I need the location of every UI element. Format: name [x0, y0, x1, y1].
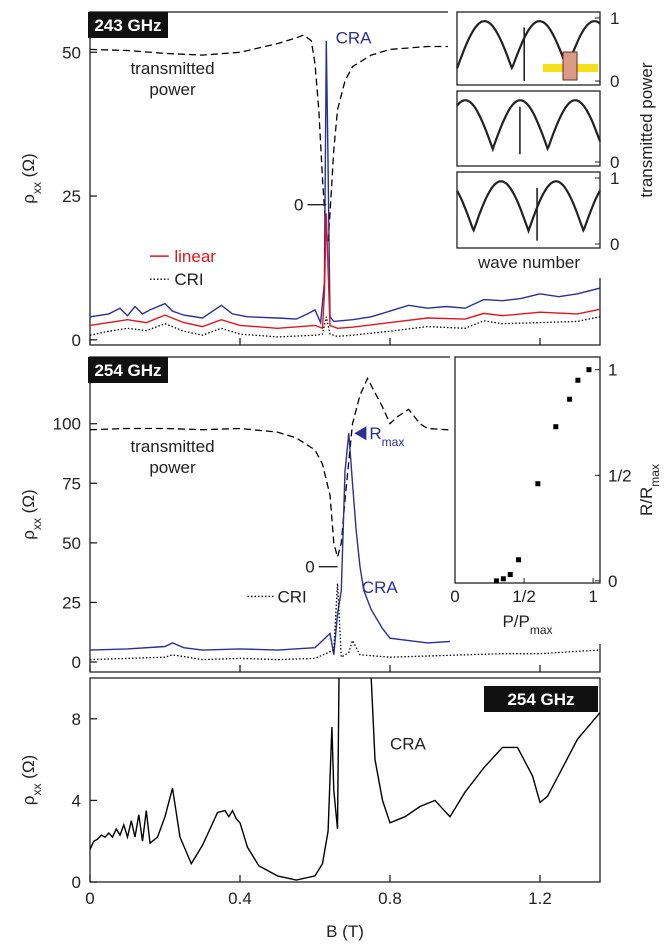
inset-tick-label: 0: [610, 235, 619, 254]
point: [575, 377, 581, 383]
inset-curve: [456, 99, 602, 153]
label-unit: (Ω): [19, 489, 38, 513]
axis-label: ρxx (Ω): [19, 153, 44, 203]
inset-frame: [454, 356, 601, 584]
label-box: [484, 686, 598, 712]
series-line: [90, 433, 600, 655]
series-line: [90, 316, 600, 338]
point: [586, 367, 592, 373]
y-tick-label: 50: [62, 534, 81, 553]
y-tick-label: 8: [72, 710, 81, 729]
freq-label: 243 GHz: [94, 16, 161, 35]
y-tick-label: 0: [72, 653, 81, 672]
point: [535, 481, 541, 487]
icon-sample: [562, 51, 578, 81]
offset-label: 0: [294, 196, 303, 215]
inset-curve: [455, 20, 601, 71]
series-annotation: CRA: [336, 29, 373, 48]
x-tick-label: 0: [85, 889, 94, 908]
label-sub: max: [648, 464, 662, 487]
label-sub: max: [530, 623, 553, 637]
label-sub: xx: [30, 784, 44, 796]
legend-label: linear: [174, 247, 216, 266]
y-tick-label: 25: [62, 187, 81, 206]
label-unit: (Ω): [19, 755, 38, 779]
series-annotation: transmitted power: [130, 59, 215, 99]
inset-x-label: wave number: [477, 253, 580, 272]
x-tick-label: 1: [588, 587, 597, 606]
y-tick-label: 0: [72, 873, 81, 892]
series-annotation: transmitted power: [130, 436, 215, 477]
label-unit: (Ω): [19, 153, 38, 177]
inset-tick-label: 0: [610, 72, 619, 91]
y-tick-label: 100: [53, 415, 81, 434]
point: [507, 572, 513, 578]
series-line: [90, 678, 600, 881]
label-box: [88, 357, 168, 383]
x-tick-label: 0.8: [378, 889, 402, 908]
rmax-arrow: [354, 426, 367, 441]
y-tick-label: 1: [608, 361, 617, 380]
point: [553, 424, 559, 430]
axis-label: Rmax: [369, 424, 404, 449]
point: [516, 557, 522, 563]
label-main: ρ: [19, 194, 38, 204]
label-sub: xx: [30, 182, 44, 194]
label-main: ρ: [19, 796, 38, 806]
legend-label: CRI: [174, 270, 203, 289]
freq-label: 254 GHz: [94, 361, 161, 380]
axis-label: P/Pmax: [502, 612, 552, 637]
point: [567, 396, 573, 402]
series-annotation: CRA: [362, 578, 399, 597]
axis-label: ρxx (Ω): [19, 489, 44, 539]
plot-frame: [89, 677, 601, 883]
y-tick-label: 4: [72, 791, 81, 810]
inset-curve: [456, 180, 601, 235]
series-line: [90, 34, 465, 243]
y-tick-label: 0: [608, 572, 617, 591]
axis-label: R/Rmax: [637, 464, 662, 516]
series-line: [90, 40, 600, 326]
label-main: P/P: [502, 612, 529, 631]
axis-label: ρxx (Ω): [19, 755, 44, 805]
freq-label: 254 GHz: [507, 690, 574, 709]
y-tick-label: 75: [62, 474, 81, 493]
series-annotation: CRA: [390, 734, 427, 753]
label-sub: xx: [30, 518, 44, 530]
x-tick-label: 1.2: [528, 889, 552, 908]
y-tick-label: 50: [62, 43, 81, 62]
y-tick-label: 0: [72, 331, 81, 350]
series-line: [90, 213, 600, 330]
x-tick-label: 0.4: [228, 889, 252, 908]
point: [493, 578, 499, 584]
y-tick-label: 1/2: [608, 466, 632, 485]
label-main: R: [369, 424, 381, 443]
y-tick-label: 25: [62, 593, 81, 612]
x-tick-label: 0: [450, 587, 459, 606]
point: [500, 576, 506, 582]
inset-tick-label: 0: [610, 153, 619, 172]
x-tick-label: 1/2: [512, 587, 536, 606]
label-box: [88, 12, 168, 38]
inset-frame: [456, 171, 601, 249]
inset-tick-label: 1: [610, 9, 619, 28]
label-main: R/R: [637, 487, 656, 516]
label-main: ρ: [19, 530, 38, 540]
offset-label: 0: [305, 558, 314, 577]
label-sub: max: [382, 435, 405, 449]
inset-frame: [456, 90, 601, 167]
inset-y-label: transmitted power: [637, 62, 656, 197]
inset-tick-label: 1: [610, 169, 619, 188]
series-annotation: CRI: [278, 587, 307, 606]
x-axis-label: B (T): [326, 922, 364, 941]
